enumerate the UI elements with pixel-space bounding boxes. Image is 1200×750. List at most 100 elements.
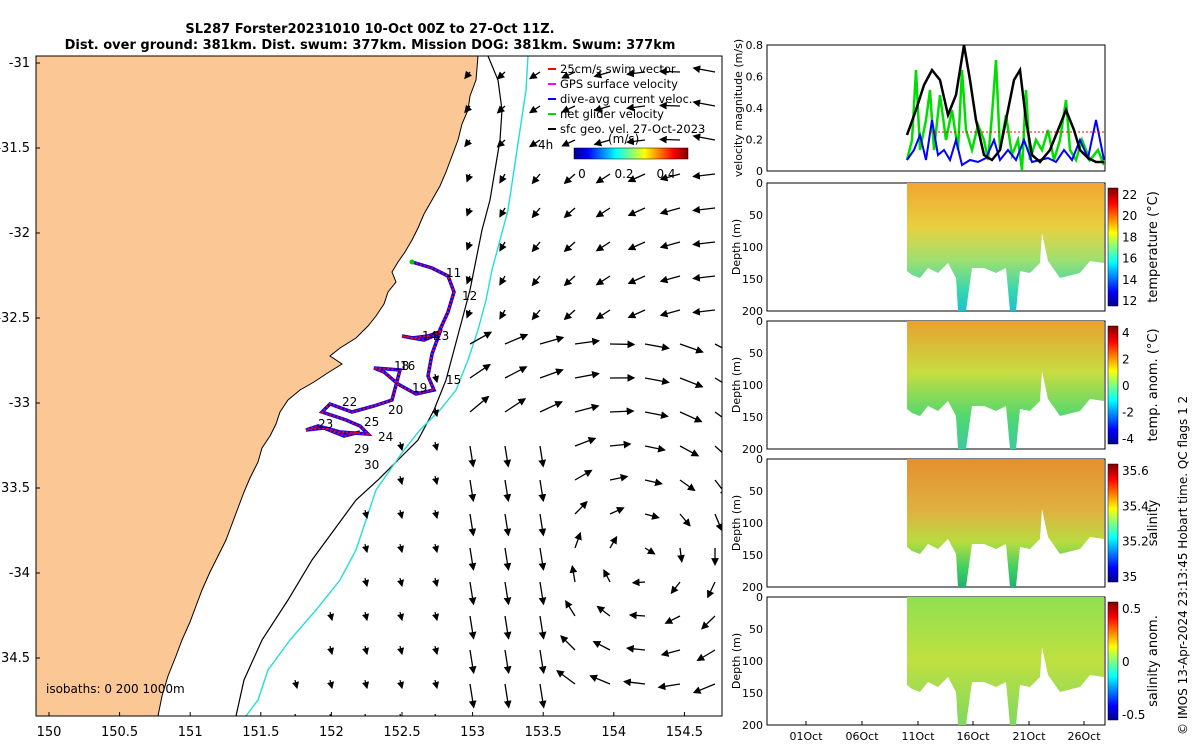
velocity-arrow — [539, 335, 565, 345]
velocity-arrow — [628, 611, 646, 620]
land-area — [36, 56, 479, 716]
velocity-arrow — [464, 104, 473, 114]
lon-tick-label: 153.5 — [525, 725, 562, 740]
velocity-arrow — [538, 683, 547, 709]
velocity-arrow — [595, 241, 611, 252]
speed-colorbar — [573, 147, 689, 160]
velocity-arrow — [609, 407, 635, 416]
lon-tick-label: 150.5 — [101, 725, 138, 740]
velocity-arrow — [644, 343, 670, 351]
velocity-arrow — [679, 445, 700, 457]
velocity-arrow — [595, 309, 611, 320]
legend-label: net glider velocity — [560, 107, 664, 121]
velocity-arrow — [538, 513, 547, 537]
velocity-arrow — [327, 713, 335, 716]
velocity-arrow — [692, 65, 716, 74]
day-label: 13 — [434, 329, 449, 343]
velocity-arrow — [397, 679, 405, 690]
velocity-arrow — [499, 309, 507, 320]
velocity-arrow — [397, 713, 405, 716]
velocity-arrow — [538, 581, 547, 606]
velocity-arrow — [397, 475, 405, 486]
velocity-arrow — [468, 649, 477, 675]
velocity-arrow — [496, 139, 506, 148]
velocity-arrow — [644, 444, 666, 453]
day-label: 23 — [318, 417, 333, 431]
velocity-arrow — [574, 469, 593, 481]
velocity-arrow — [528, 139, 541, 148]
lon-tick-label: 154.5 — [666, 725, 703, 740]
lon-tick-label: 151.5 — [242, 725, 279, 740]
velocity-arrow — [658, 135, 681, 144]
velocity-arrow — [574, 500, 588, 515]
day-label: 15 — [446, 373, 461, 387]
legend-label: dive-avg current veloc. — [560, 92, 693, 106]
velocity-arrow — [465, 309, 474, 319]
legend-label: sfc geo. vel. 27-Oct-2023 — [560, 122, 705, 136]
velocity-arrow — [528, 71, 541, 80]
isobath-legend: isobaths: 0 200 1000m — [46, 682, 185, 696]
lat-ticks: -31 -31.5 -32 -32.5 -33 33.5 -34 34.5 — [0, 56, 40, 666]
velocity-arrow — [626, 137, 646, 146]
velocity-arrow — [574, 370, 600, 379]
velocity-arrow — [432, 713, 440, 716]
velocity-arrow — [659, 309, 681, 318]
lat-tick-label: -31 — [9, 56, 30, 71]
velocity-arrow — [692, 307, 716, 316]
velocity-arrow — [714, 377, 722, 384]
lon-tick-label: 151 — [178, 725, 203, 740]
colorbar-unit: (m/s) — [608, 132, 639, 146]
velocity-arrow — [574, 437, 597, 447]
velocity-arrow — [538, 479, 547, 503]
map-frame — [35, 55, 723, 717]
velocity-arrow — [499, 173, 507, 184]
velocity-arrow — [432, 441, 440, 452]
day-label: 22 — [342, 395, 357, 409]
velocity-arrow — [660, 649, 681, 657]
velocity-arrow — [432, 373, 440, 384]
velocity-arrow — [595, 207, 611, 218]
velocity-arrow — [538, 615, 547, 640]
day-label: 11 — [446, 266, 461, 280]
velocity-arrow — [644, 377, 670, 386]
velocity-arrow — [432, 509, 440, 520]
velocity-arrow — [531, 173, 541, 185]
velocity-arrow — [432, 475, 440, 486]
colorbar-ticks: 0 0.2 0.4 — [578, 167, 675, 181]
day-label: 25 — [364, 415, 379, 429]
velocity-arrow — [714, 513, 722, 532]
velocity-arrow — [538, 649, 547, 675]
lat-tick-label: -32.5 — [0, 311, 30, 326]
velocity-arrow — [593, 104, 611, 113]
velocity-arrow — [469, 331, 493, 345]
velocity-arrow — [292, 679, 300, 690]
lon-tick-label: 153 — [460, 725, 485, 740]
velocity-arrow — [569, 564, 578, 583]
velocity-arrow — [397, 611, 405, 622]
velocity-arrow — [692, 273, 716, 282]
velocity-arrow — [397, 645, 405, 656]
velocity-arrow — [397, 543, 405, 554]
velocity-arrow — [464, 70, 473, 80]
velocity-arrow — [468, 683, 477, 709]
velocity-arrow — [468, 615, 477, 640]
velocity-arrow — [504, 398, 527, 413]
velocity-arrow — [561, 71, 576, 79]
velocity-arrow — [627, 309, 646, 319]
velocity-arrow — [692, 99, 716, 108]
velocity-arrow — [644, 512, 660, 520]
velocity-arrow — [692, 205, 716, 214]
velocity-arrow — [644, 411, 669, 419]
velocity-arrow — [432, 611, 440, 622]
velocity-arrow — [362, 509, 370, 520]
velocity-arrow — [609, 473, 629, 482]
velocity-arrow — [563, 309, 576, 321]
velocity-arrow — [563, 173, 576, 185]
velocity-arrow — [679, 479, 696, 492]
lat-tick-label: -34 — [9, 566, 30, 581]
velocity-arrow — [595, 173, 611, 184]
velocity-arrow — [631, 578, 646, 587]
lon-ticks: 150 150.5 151 151.5 152 152.5 153 153.5 154 154.5 — [37, 712, 703, 740]
velocity-arrow — [469, 363, 491, 379]
velocity-arrow — [503, 581, 512, 606]
